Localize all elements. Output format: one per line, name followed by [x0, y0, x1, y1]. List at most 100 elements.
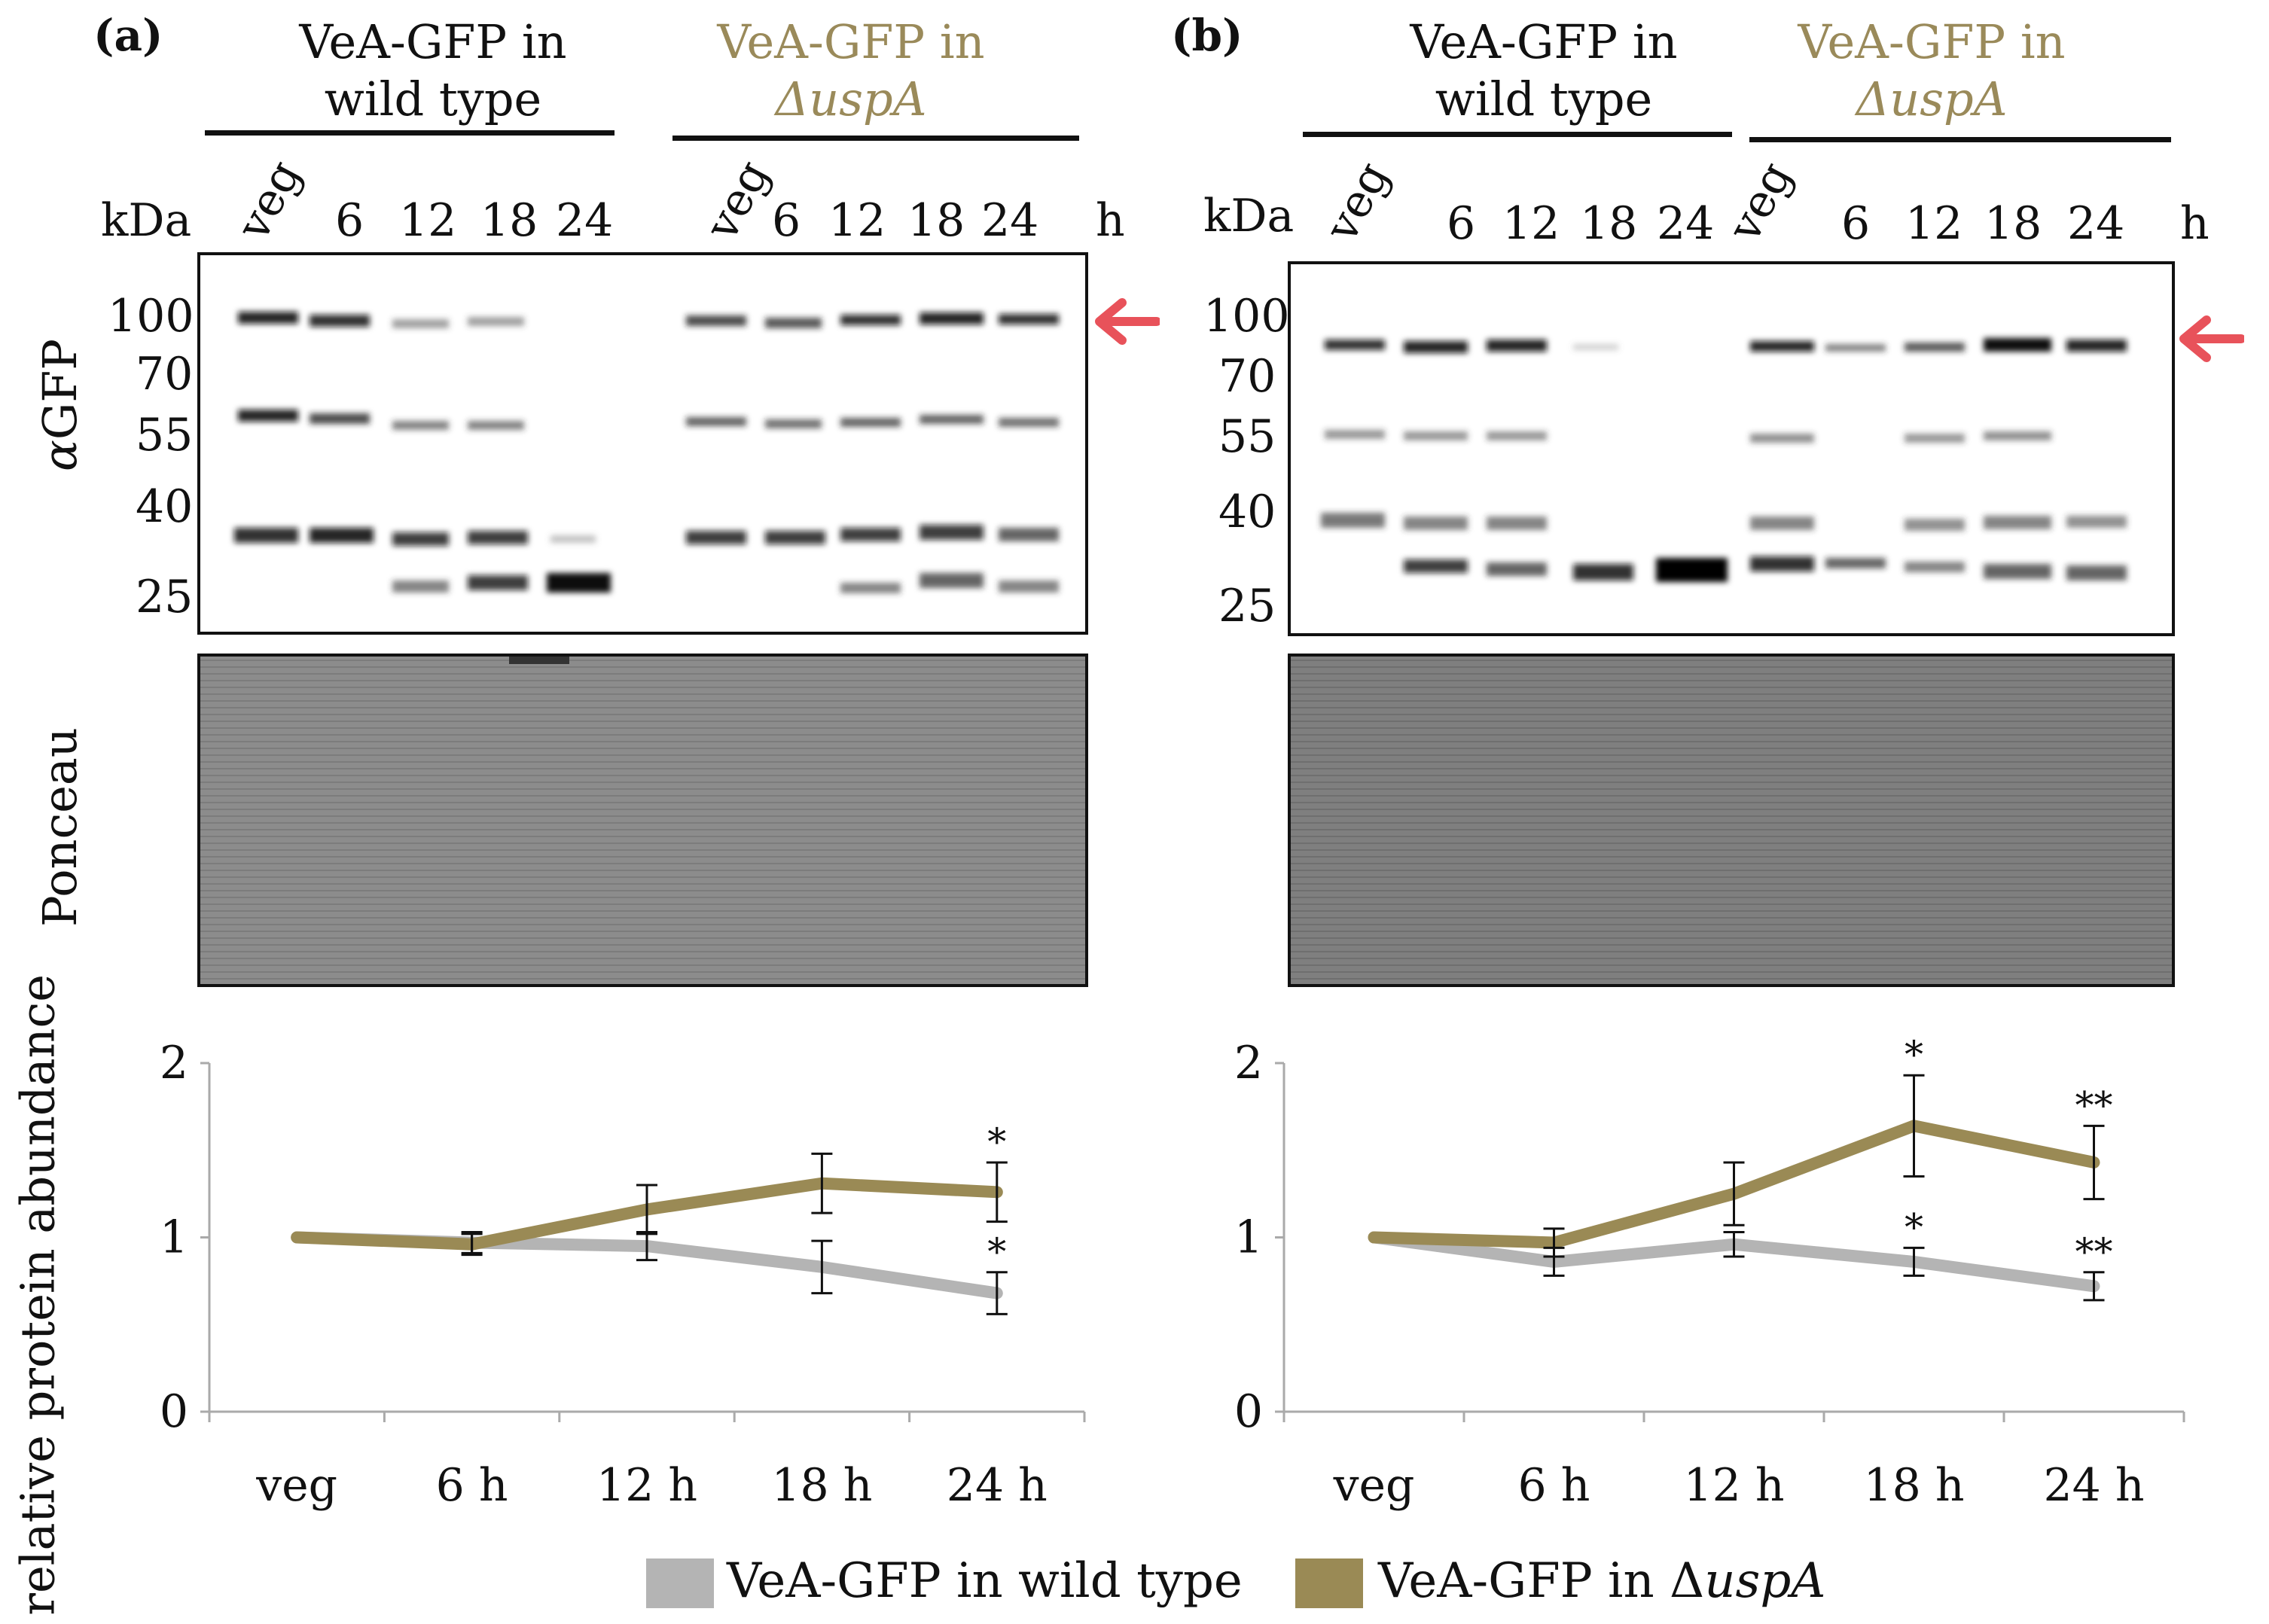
blot-band	[1487, 562, 1547, 576]
blot-band	[999, 580, 1059, 593]
blot-band	[765, 531, 825, 544]
blot-band	[999, 528, 1059, 541]
blot-ylabel: αGFP	[32, 338, 87, 471]
significance-mark: **	[2075, 1083, 2113, 1127]
blot-band	[310, 528, 374, 543]
blot-band	[392, 580, 449, 593]
legend-label-prefix: VeA-GFP in Δ	[1378, 1553, 1705, 1609]
blot-band	[1750, 434, 1814, 443]
ponceau-stain-image	[1288, 654, 2175, 987]
blot-band	[468, 317, 524, 326]
marker-label: 55	[1218, 410, 1276, 463]
blot-band	[1321, 513, 1385, 528]
panel-a: (a) VeA-GFP in wild type VeA-GFP in Δusp…	[0, 0, 1160, 1551]
group-header-line: VeA-GFP in	[717, 14, 985, 69]
blot-band	[310, 413, 370, 424]
lane-label: 12	[1502, 197, 1560, 250]
blot-band	[840, 315, 901, 325]
x-tick-label: 18 h	[1863, 1459, 1964, 1512]
blot-band	[1984, 338, 2051, 352]
arrow-icon	[1095, 298, 1160, 345]
blot-band	[686, 417, 746, 426]
western-blot-image	[1288, 261, 2175, 636]
x-tick-label: 12 h	[1683, 1459, 1784, 1512]
group-header-wild-type: VeA-GFP in wild type	[264, 14, 602, 127]
blot-band	[468, 421, 524, 430]
blot-band	[1573, 344, 1618, 350]
kda-label: kDa	[1203, 190, 1295, 242]
blot-band	[1487, 431, 1547, 440]
marker-label: 40	[136, 480, 194, 533]
blot-band	[919, 312, 984, 324]
blot-band	[919, 573, 984, 588]
blot-band	[238, 312, 298, 324]
group-header-line: ΔuspA	[1856, 71, 2008, 126]
marker-label: 25	[136, 571, 194, 623]
lane-label: 6	[1841, 197, 1871, 250]
blot-band	[686, 315, 746, 326]
lane-label: veg	[695, 151, 780, 248]
panel-label: (b)	[1171, 10, 1243, 61]
lane-label: 12	[399, 194, 457, 247]
lane-label: 24	[981, 194, 1039, 247]
hour-unit: h	[2180, 197, 2210, 250]
blot-band	[840, 528, 901, 541]
blot-band	[1905, 519, 1965, 531]
blot-band	[2066, 340, 2127, 352]
blot-band	[999, 314, 1059, 324]
blot-bands	[234, 312, 1059, 593]
x-tick-label: veg	[255, 1459, 337, 1512]
blot-band	[234, 528, 298, 543]
marker-label: 40	[1218, 486, 1276, 538]
significance-mark: *	[1905, 1033, 1923, 1077]
significance-mark: *	[987, 1230, 1006, 1274]
blot-band	[999, 418, 1059, 427]
blot-band	[2066, 565, 2127, 580]
y-tick-label: 1	[160, 1211, 188, 1264]
group-underline	[1303, 132, 1732, 137]
panel-label: (a)	[93, 10, 163, 61]
lane-label: 6	[335, 194, 364, 247]
group-header-line: VeA-GFP in	[1410, 14, 1678, 69]
y-tick-label: 2	[1234, 1037, 1263, 1089]
blot-band	[840, 583, 901, 593]
group-header-mutant: VeA-GFP in ΔuspA	[670, 14, 1032, 127]
legend-swatch-mutant	[1295, 1558, 1363, 1608]
blot-band	[840, 418, 901, 427]
group-header-line: ΔuspA	[775, 71, 927, 126]
group-underline	[205, 130, 615, 136]
legend-label-wild-type: VeA-GFP in wild type	[727, 1553, 1243, 1609]
x-tick-label: 18 h	[771, 1459, 872, 1512]
hour-unit: h	[1096, 194, 1125, 247]
blot-band	[1905, 562, 1965, 572]
blot-band	[1984, 431, 2051, 440]
x-tick-label: 12 h	[596, 1459, 697, 1512]
blot-band	[392, 532, 449, 546]
lane-label: 24	[1657, 197, 1715, 250]
marker-label: 55	[136, 409, 194, 462]
blot-band	[1325, 340, 1385, 350]
band-group	[1321, 338, 2127, 582]
lane-label: 12	[1905, 197, 1963, 250]
lane-label: 18	[907, 194, 965, 247]
blot-band	[1750, 516, 1814, 530]
blot-band	[1905, 343, 1965, 352]
legend-label-italic: uspA	[1704, 1553, 1826, 1609]
blot-band	[1750, 341, 1814, 352]
y-tick-label: 0	[160, 1385, 188, 1438]
blot-band	[1404, 341, 1468, 353]
ponceau-artifact	[509, 657, 569, 664]
blot-band	[919, 525, 984, 540]
blot-band	[547, 573, 611, 593]
blot-band	[1325, 430, 1385, 439]
lane-label: 24	[2067, 197, 2125, 250]
group-underline	[672, 136, 1079, 141]
blot-band	[919, 415, 984, 424]
marker-label: 25	[1218, 580, 1276, 632]
blot-band	[1984, 564, 2051, 579]
x-tick-label: veg	[1333, 1459, 1415, 1512]
x-tick-label: 24 h	[947, 1459, 1048, 1512]
group-header-wild-type: VeA-GFP in wild type	[1374, 14, 1713, 127]
blot-band	[1750, 556, 1814, 571]
blot-band	[2066, 516, 2127, 528]
